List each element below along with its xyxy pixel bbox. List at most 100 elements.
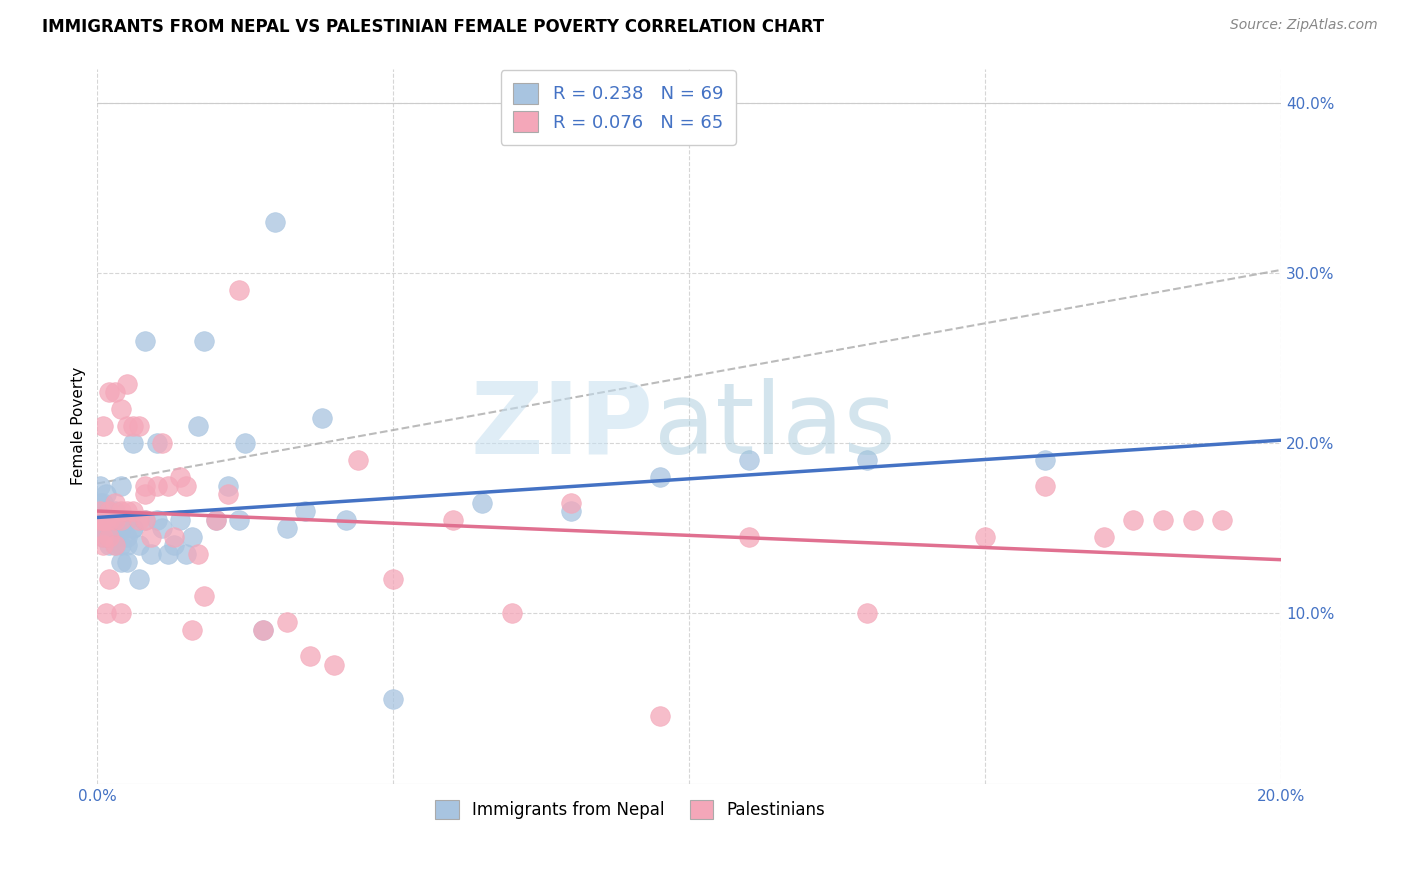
Point (110, 504, 132, 518)
Point (347, 453, 370, 467)
Point (737, 453, 759, 467)
Point (382, 573, 405, 587)
Point (122, 436, 145, 450)
Point (157, 479, 180, 493)
Point (128, 573, 150, 587)
Point (252, 624, 274, 638)
Point (110, 538, 132, 552)
Point (145, 479, 167, 493)
Point (98, 513, 121, 527)
Point (204, 513, 226, 527)
Point (91, 513, 114, 527)
Point (91, 513, 114, 527)
Point (110, 402, 132, 417)
Point (104, 496, 127, 510)
Point (252, 624, 274, 638)
Point (152, 521, 174, 535)
Point (115, 538, 138, 552)
Point (115, 419, 138, 434)
Point (382, 691, 405, 706)
Point (157, 547, 180, 561)
Point (737, 530, 759, 544)
Point (115, 376, 138, 391)
Point (471, 496, 494, 510)
Point (856, 453, 879, 467)
Point (91, 530, 114, 544)
Point (193, 334, 215, 348)
Point (174, 479, 197, 493)
Point (152, 436, 174, 450)
Point (181, 624, 204, 638)
Y-axis label: Female Poverty: Female Poverty (72, 367, 86, 485)
Point (122, 521, 145, 535)
Point (1033, 479, 1056, 493)
Point (91, 419, 114, 434)
Point (110, 513, 132, 527)
Point (104, 504, 127, 518)
Point (98, 538, 121, 552)
Point (110, 555, 132, 569)
Point (115, 513, 138, 527)
Point (134, 487, 156, 501)
Point (217, 487, 239, 501)
Point (134, 513, 156, 527)
Point (134, 334, 156, 348)
Point (134, 479, 156, 493)
Point (174, 547, 197, 561)
Point (89, 496, 111, 510)
Point (104, 521, 127, 535)
Point (110, 607, 132, 621)
Point (193, 590, 215, 604)
Point (163, 530, 186, 544)
Point (311, 410, 333, 425)
Point (128, 538, 150, 552)
Point (98, 530, 121, 544)
Point (648, 470, 671, 484)
Point (122, 504, 145, 518)
Point (122, 521, 145, 535)
Point (204, 513, 226, 527)
Point (101, 530, 124, 544)
Point (91, 504, 114, 518)
Point (294, 504, 316, 518)
Point (91, 521, 114, 535)
Point (98, 385, 121, 400)
Point (1152, 513, 1174, 527)
Point (501, 607, 523, 621)
Point (91, 513, 114, 527)
Point (101, 521, 124, 535)
Point (560, 504, 582, 518)
Point (139, 547, 162, 561)
Point (1211, 513, 1233, 527)
Point (110, 479, 132, 493)
Point (335, 513, 357, 527)
Point (104, 513, 127, 527)
Point (648, 708, 671, 723)
Text: atlas: atlas (654, 377, 896, 475)
Point (104, 538, 127, 552)
Point (98, 504, 121, 518)
Point (115, 530, 138, 544)
Point (91, 530, 114, 544)
Point (96, 513, 118, 527)
Point (96, 504, 118, 518)
Point (98, 504, 121, 518)
Point (169, 470, 191, 484)
Point (104, 385, 127, 400)
Point (104, 530, 127, 544)
Text: IMMIGRANTS FROM NEPAL VS PALESTINIAN FEMALE POVERTY CORRELATION CHART: IMMIGRANTS FROM NEPAL VS PALESTINIAN FEM… (42, 18, 824, 36)
Point (89, 513, 111, 527)
Point (187, 419, 209, 434)
Point (104, 513, 127, 527)
Point (169, 513, 191, 527)
Point (228, 513, 250, 527)
Point (89, 513, 111, 527)
Point (98, 513, 121, 527)
Point (96, 487, 118, 501)
Point (1033, 453, 1056, 467)
Point (187, 547, 209, 561)
Point (276, 521, 298, 535)
Point (96, 607, 118, 621)
Point (560, 496, 582, 510)
Point (145, 513, 167, 527)
